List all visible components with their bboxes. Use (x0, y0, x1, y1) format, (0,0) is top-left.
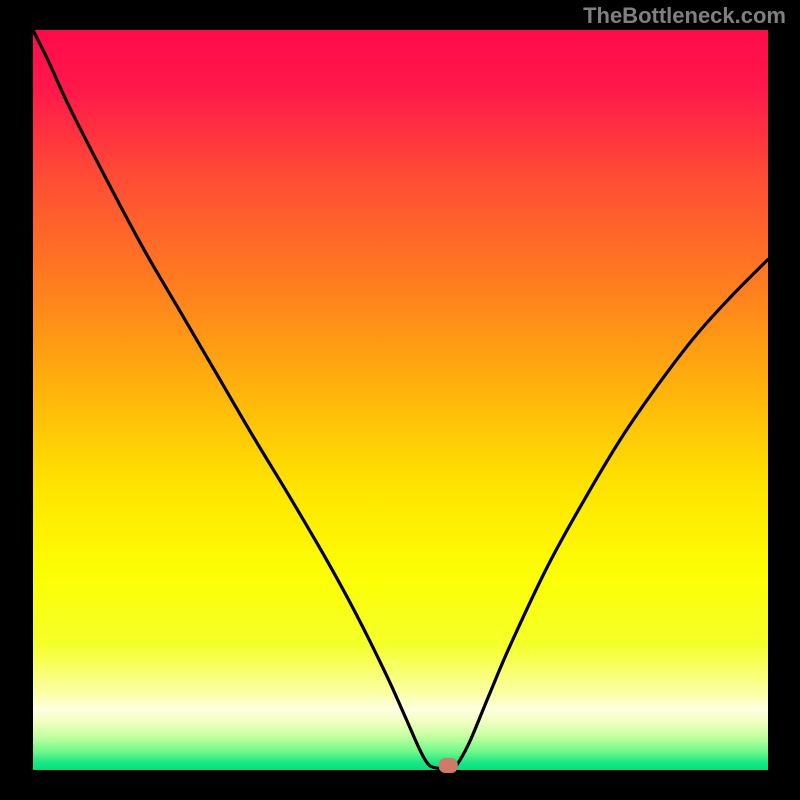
chart-svg (0, 0, 800, 800)
chart-container: TheBottleneck.com (0, 0, 800, 800)
plot-background (33, 30, 768, 770)
watermark-text: TheBottleneck.com (583, 3, 786, 29)
optimal-point-marker (439, 759, 457, 773)
